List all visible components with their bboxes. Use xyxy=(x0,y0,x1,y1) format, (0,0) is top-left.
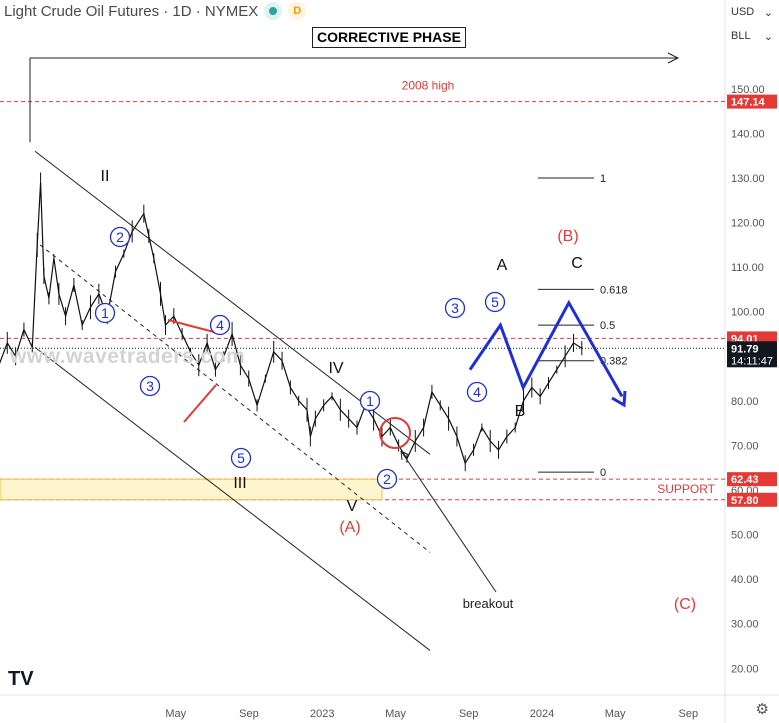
wave-label: (C) xyxy=(674,596,696,613)
x-tick-label: May xyxy=(385,708,406,720)
wave-label-circle xyxy=(359,390,381,412)
wave-label-circle xyxy=(444,297,466,319)
y-tick-label: 30.00 xyxy=(731,619,759,631)
channel-lower-line xyxy=(34,346,431,651)
projection-arrow-icon xyxy=(611,390,627,408)
delayed-badge-label: D xyxy=(293,5,302,17)
annotation-label: breakout xyxy=(463,596,514,611)
price-level-label: SUPPORT xyxy=(657,482,715,496)
price-badge xyxy=(727,492,777,507)
y-tick-label: 20.00 xyxy=(731,663,759,675)
wave-label-circle xyxy=(209,314,231,336)
price-badge xyxy=(727,94,777,109)
x-tick-label: Sep xyxy=(679,708,699,720)
unit-label: BLL xyxy=(731,30,751,42)
wave-label-circle xyxy=(230,447,252,469)
wave-label: 2 xyxy=(116,229,124,245)
channel-mid-line xyxy=(39,244,431,553)
y-tick-label: 100.00 xyxy=(731,307,765,319)
wave-label: 4 xyxy=(216,317,224,333)
wave-label: 1 xyxy=(101,305,109,321)
price-badge-value: 91.79 xyxy=(731,343,759,355)
wave-label-circle xyxy=(484,291,506,313)
price-badge xyxy=(727,472,777,487)
fib-level-label: 0.618 xyxy=(600,284,628,296)
wave-label: A xyxy=(497,257,508,274)
wave-label: B xyxy=(515,403,526,420)
status-dot xyxy=(269,7,278,15)
x-tick-label: May xyxy=(605,708,626,720)
projection-path xyxy=(468,299,624,398)
arrow-head-icon xyxy=(667,52,680,64)
wave-label: 1 xyxy=(366,393,374,409)
y-tick-label: 140.00 xyxy=(731,128,765,140)
breakout-pointer-line xyxy=(400,450,497,593)
phase-label: CORRECTIVE PHASE xyxy=(312,27,466,48)
price-series-line xyxy=(0,182,583,465)
x-tick-label: 2023 xyxy=(310,708,334,720)
unit-selector[interactable]: BLL ⌄ xyxy=(727,26,777,46)
x-tick-label: Sep xyxy=(239,708,259,720)
wave-label-circle xyxy=(139,375,161,397)
fib-level-label: 0.5 xyxy=(600,320,615,332)
wave-label: (A) xyxy=(339,519,360,536)
wave-label: IV xyxy=(328,360,343,377)
wave-label: C xyxy=(571,255,583,272)
y-tick-label: 120.00 xyxy=(731,218,765,230)
wave-label: II xyxy=(101,168,110,185)
wave-label: V xyxy=(347,498,358,515)
wave-label: (B) xyxy=(557,228,578,245)
red-trendline xyxy=(183,384,217,423)
wave-label: 5 xyxy=(491,294,499,310)
wave-label: 3 xyxy=(451,300,459,316)
watermark: www.wavetraders.com xyxy=(10,345,246,368)
red-trendline xyxy=(167,319,215,333)
price-level-label: 2008 high xyxy=(402,79,455,93)
wave-label-circle xyxy=(466,381,488,403)
fib-level-label: 1 xyxy=(600,173,606,185)
y-tick-label: 110.00 xyxy=(731,262,764,274)
delayed-badge[interactable]: D xyxy=(288,2,307,20)
chart-title: Light Crude Oil Futures · 1D · NYMEX xyxy=(4,2,259,20)
wave-label: 3 xyxy=(146,378,154,394)
support-zone xyxy=(0,478,383,501)
currency-label: USD xyxy=(731,6,755,18)
price-badge xyxy=(727,341,777,368)
fib-level-label: 0 xyxy=(600,467,606,479)
y-tick-label: 40.00 xyxy=(731,574,759,586)
chevron-down-icon: ⌄ xyxy=(763,6,773,19)
y-tick-label: 150.00 xyxy=(731,84,765,96)
x-tick-label: 2024 xyxy=(530,708,554,720)
breakout-circle xyxy=(379,417,411,449)
price-badge-countdown: 14:11:47 xyxy=(731,355,773,367)
y-tick-label: 130.00 xyxy=(731,173,765,185)
wave-label-circle xyxy=(376,468,398,490)
chart-header: Light Crude Oil Futures · 1D · NYMEX D xyxy=(0,0,307,22)
y-tick-label: 70.00 xyxy=(731,440,759,452)
x-tick-label: Sep xyxy=(459,708,479,720)
fib-level-label: 0.382 xyxy=(600,356,628,368)
y-tick-label: 80.00 xyxy=(731,396,759,408)
wave-label: 5 xyxy=(237,450,245,466)
price-badge-value: 57.80 xyxy=(731,495,759,507)
y-tick-label: 50.00 xyxy=(731,530,759,542)
wave-label: 2 xyxy=(383,471,391,487)
chevron-down-icon: ⌄ xyxy=(763,30,773,43)
currency-selector[interactable]: USD ⌄ xyxy=(727,2,777,22)
gear-icon[interactable]: ⚙ xyxy=(755,701,769,718)
tradingview-logo[interactable]: TV xyxy=(8,668,34,690)
status-dot-icon xyxy=(264,2,283,20)
wave-label-circle xyxy=(109,226,131,248)
price-badge-value: 62.43 xyxy=(731,474,759,486)
arrow-head-icon xyxy=(400,450,410,461)
x-tick-label: May xyxy=(165,708,186,720)
wave-label-circle xyxy=(94,302,116,324)
price-badge-value: 147.14 xyxy=(731,97,766,109)
wave-label: 4 xyxy=(473,384,481,400)
wave-label: III xyxy=(233,475,246,492)
